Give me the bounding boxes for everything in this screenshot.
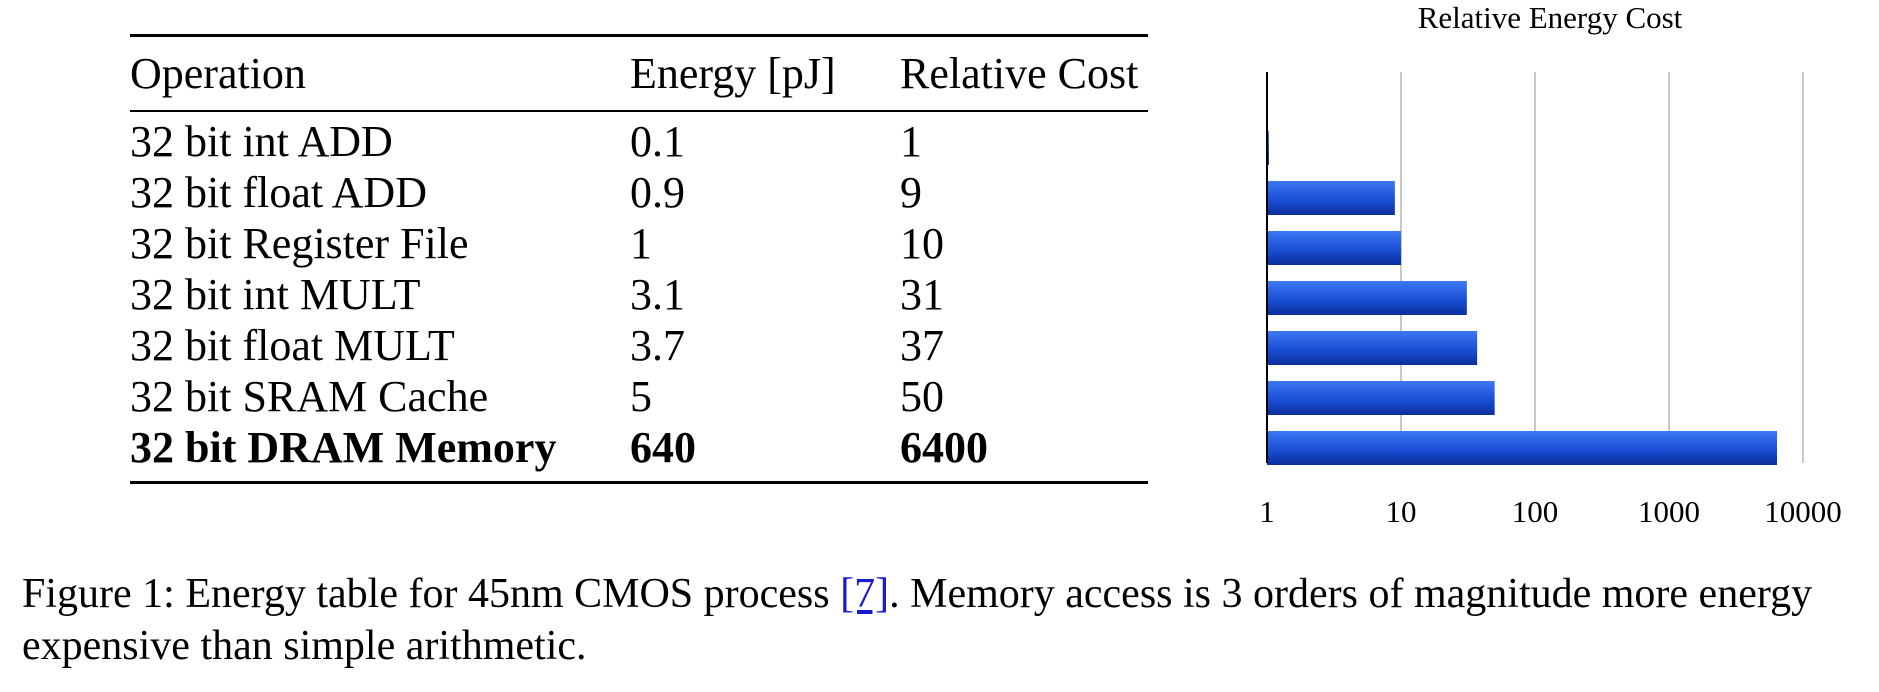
- table-row: 32 bit float MULT 3.7 37: [130, 320, 1148, 371]
- x-tick-label: 10: [1386, 494, 1417, 529]
- cell-relative-cost: 9: [900, 167, 922, 217]
- cell-operation: 32 bit float ADD: [130, 167, 427, 217]
- cell-operation: 32 bit int MULT: [130, 269, 421, 319]
- cell-energy: 3.1: [630, 269, 685, 319]
- chart-bar: [1267, 281, 1467, 315]
- cell-relative-cost: 31: [900, 269, 944, 319]
- chart-bar: [1267, 381, 1495, 415]
- chart-title: Relative Energy Cost: [1418, 0, 1683, 35]
- header-energy: Energy [pJ]: [630, 48, 836, 98]
- table-header-rule: [130, 110, 1148, 112]
- chart-bar: [1267, 331, 1478, 365]
- cell-energy: 5: [630, 371, 652, 421]
- chart-bars: [1267, 131, 1778, 465]
- caption-text-prefix: Figure 1: Energy table for 45nm CMOS pro…: [22, 571, 841, 617]
- cell-relative-cost: 6400: [900, 422, 988, 472]
- table-row: 32 bit int MULT 3.1 31: [130, 269, 1148, 320]
- cell-operation: 32 bit Register File: [130, 218, 469, 268]
- x-tick-label: 1: [1259, 494, 1275, 529]
- table-body: 32 bit int ADD 0.1 1 32 bit float ADD 0.…: [130, 112, 1148, 481]
- header-relative-cost: Relative Cost: [900, 48, 1139, 98]
- chart-bar: [1267, 181, 1395, 215]
- table-row: 32 bit SRAM Cache 5 50: [130, 371, 1148, 422]
- caption-text-suffix: . Memory access is 3 orders of magnitude…: [22, 571, 1813, 669]
- citation-link[interactable]: [7]: [840, 571, 890, 617]
- table-row: 32 bit int ADD 0.1 1: [130, 116, 1148, 167]
- cell-energy: 0.9: [630, 167, 685, 217]
- chart-bar: [1267, 431, 1778, 465]
- cell-relative-cost: 1: [900, 116, 922, 166]
- relative-energy-chart: Relative Energy Cost 1 10 100 1000 10000: [1259, 0, 1842, 529]
- figure-caption: Figure 1: Energy table for 45nm CMOS pro…: [22, 568, 1862, 672]
- table-bottom-rule: [130, 481, 1148, 484]
- cell-energy: 0.1: [630, 116, 685, 166]
- cell-energy: 1: [630, 218, 652, 268]
- x-tick-label: 1000: [1638, 494, 1700, 529]
- cell-energy: 3.7: [630, 320, 685, 370]
- cell-relative-cost: 10: [900, 218, 944, 268]
- x-tick-label: 10000: [1764, 494, 1842, 529]
- table-header-row: Operation Energy [pJ] Relative Cost: [130, 37, 1148, 110]
- table-row: 32 bit Register File 1 10: [130, 218, 1148, 269]
- energy-table: Operation Energy [pJ] Relative Cost 32 b…: [130, 34, 1148, 484]
- cell-operation: 32 bit DRAM Memory: [130, 422, 557, 472]
- table-row: 32 bit float ADD 0.9 9: [130, 167, 1148, 218]
- cell-relative-cost: 50: [900, 371, 944, 421]
- cell-energy: 640: [630, 422, 696, 472]
- table-row-highlighted: 32 bit DRAM Memory 640 6400: [130, 422, 1148, 473]
- header-operation: Operation: [130, 48, 306, 98]
- cell-relative-cost: 37: [900, 320, 944, 370]
- cell-operation: 32 bit SRAM Cache: [130, 371, 489, 421]
- table-top-rule: [130, 34, 1148, 37]
- chart-x-tick-labels: 1 10 100 1000 10000: [1259, 494, 1842, 529]
- chart-bar: [1267, 231, 1401, 265]
- cell-operation: 32 bit int ADD: [130, 116, 393, 166]
- x-tick-label: 100: [1512, 494, 1559, 529]
- cell-operation: 32 bit float MULT: [130, 320, 455, 370]
